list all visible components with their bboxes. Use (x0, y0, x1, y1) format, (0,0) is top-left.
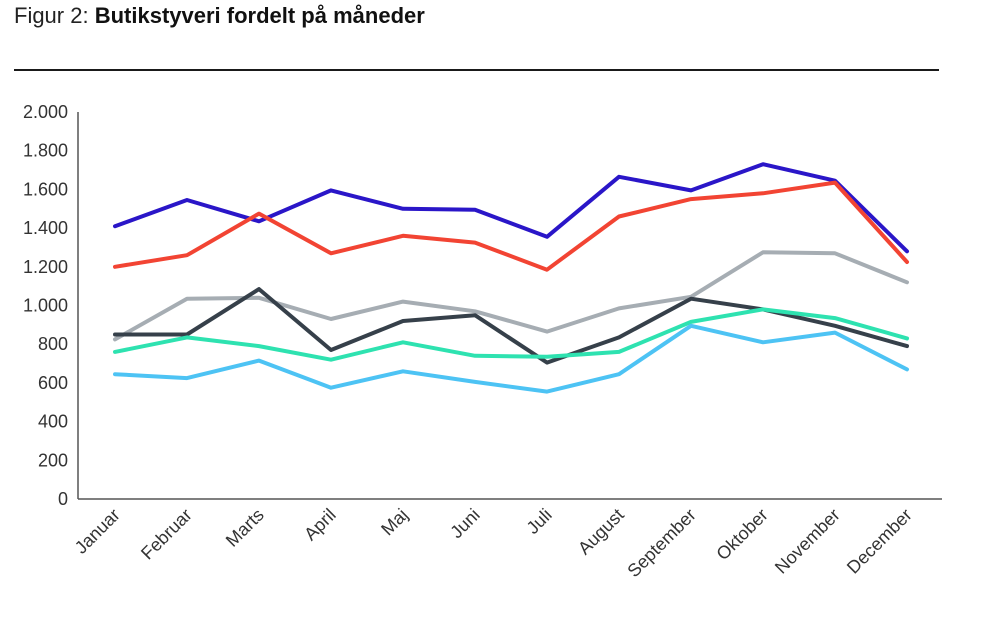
y-tick-label: 0 (58, 489, 68, 509)
x-tick-label: Oktober (712, 505, 771, 564)
chart-axes (77, 112, 942, 500)
x-tick-label: November (771, 505, 844, 578)
x-tick-label: December (843, 505, 916, 578)
x-tick-label: Juni (446, 505, 483, 542)
y-tick-label: 1.400 (23, 218, 68, 238)
y-tick-label: 600 (38, 373, 68, 393)
y-tick-label: 1.200 (23, 257, 68, 277)
chart-title: Figur 2: Butikstyveri fordelt på måneder (14, 3, 425, 29)
series-line-2 (113, 180, 909, 272)
y-tick-label: 400 (38, 412, 68, 432)
y-tick-label: 1.800 (23, 141, 68, 161)
y-axis-ticks: 0 200 400 600 800 1.000 1.200 1.400 1.600 1.800 2.… (23, 102, 68, 509)
x-tick-label: Juli (523, 505, 556, 538)
title-divider (14, 69, 939, 71)
x-tick-label: Marts (222, 505, 268, 551)
series-line-5 (113, 307, 909, 362)
x-tick-label: September (623, 505, 699, 581)
x-tick-label: April (300, 505, 340, 545)
series-line-3 (113, 250, 909, 342)
x-tick-label: Januar (71, 505, 124, 558)
x-tick-label: Februar (137, 505, 196, 564)
series-lines (113, 162, 909, 394)
y-tick-label: 800 (38, 334, 68, 354)
y-tick-label: 200 (38, 450, 68, 470)
x-tick-label: Maj (377, 505, 412, 540)
series-line-1 (113, 162, 909, 254)
chart-title-prefix: Figur 2: (14, 3, 95, 28)
x-tick-label: August (574, 505, 628, 559)
x-axis-ticks: Januar Februar Marts April Maj Juni Juli August… (71, 505, 916, 581)
series-line-4 (113, 287, 909, 365)
y-tick-label: 1.600 (23, 179, 68, 199)
series-line-6 (113, 323, 909, 394)
chart-title-main: Butikstyveri fordelt på måneder (94, 3, 425, 28)
y-tick-label: 2.000 (23, 102, 68, 122)
y-tick-label: 1.000 (23, 296, 68, 316)
